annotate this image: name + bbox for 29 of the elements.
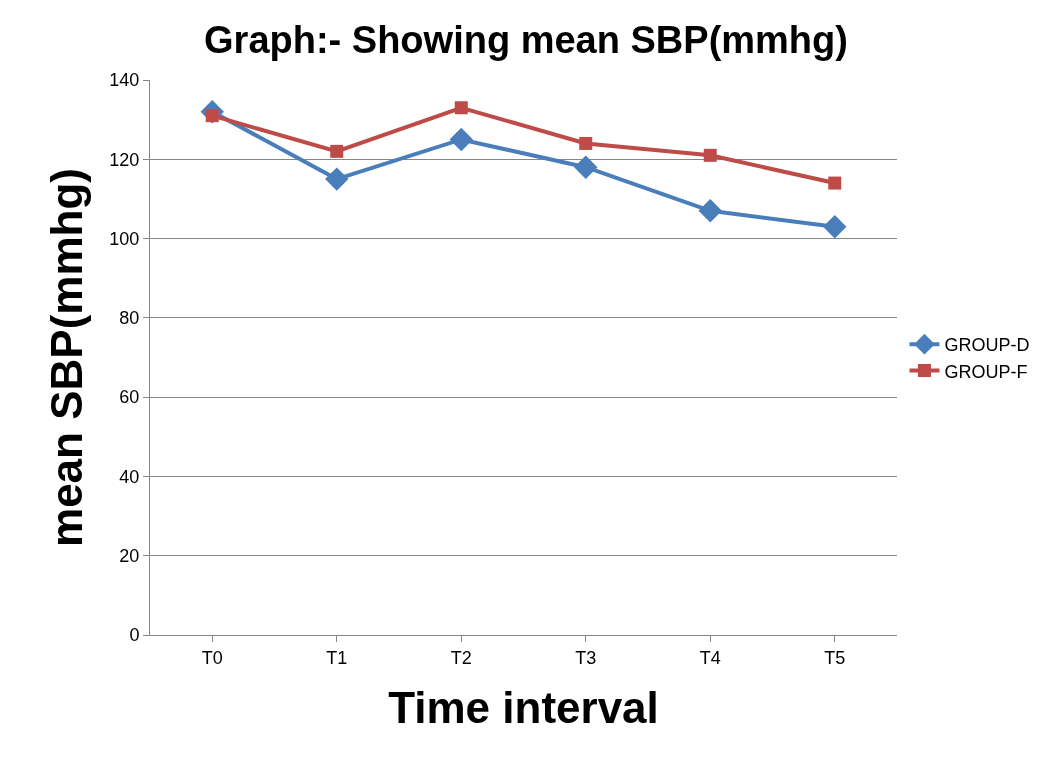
y-tick-label: 100 — [109, 228, 140, 249]
x-tick-label: T2 — [450, 647, 472, 668]
y-tick-label: 60 — [119, 387, 140, 408]
point — [698, 199, 722, 223]
point — [703, 148, 717, 162]
x-tick-label: T1 — [326, 647, 348, 668]
y-tick-label: 20 — [119, 546, 140, 567]
point — [330, 144, 344, 158]
point — [823, 214, 847, 239]
point — [325, 167, 349, 191]
y-tick-label: 140 — [109, 70, 140, 91]
x-tick-label: T5 — [824, 647, 846, 668]
y-axis-title: mean SBP(mmhg) — [42, 168, 92, 547]
point — [449, 127, 473, 152]
point — [828, 176, 842, 190]
x-axis-title: Time interval — [388, 682, 659, 732]
y-tick-label: 120 — [109, 149, 140, 170]
point — [579, 136, 593, 150]
x-tick-label: T3 — [575, 647, 597, 668]
y-tick-label: 0 — [129, 625, 140, 646]
legend-label: GROUP-D — [944, 335, 1030, 356]
chart-title: Graph:- Showing mean SBP(mmhg) — [204, 19, 848, 62]
y-tick-label: 80 — [119, 308, 140, 329]
x-tick-label: T4 — [699, 647, 721, 668]
y-tick-label: 40 — [119, 466, 140, 487]
point — [574, 155, 598, 179]
legend-label: GROUP-F — [944, 361, 1028, 382]
point — [454, 101, 468, 115]
x-tick-label: T0 — [201, 647, 223, 668]
